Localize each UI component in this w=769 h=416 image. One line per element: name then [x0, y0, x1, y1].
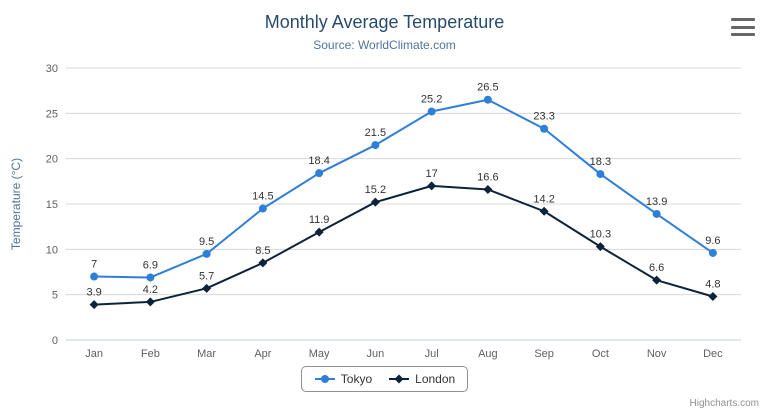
svg-text:Oct: Oct: [592, 348, 609, 360]
svg-text:7: 7: [91, 259, 97, 271]
svg-text:Sep: Sep: [534, 348, 554, 360]
svg-text:9.6: 9.6: [705, 235, 720, 247]
chart-title: Monthly Average Temperature: [264, 12, 505, 32]
svg-text:15.2: 15.2: [365, 184, 386, 196]
legend-label-tokyo: Tokyo: [340, 372, 373, 386]
chart-subtitle: Source: WorldClimate.com: [313, 38, 456, 52]
svg-text:Apr: Apr: [254, 348, 271, 360]
svg-text:10.3: 10.3: [590, 229, 611, 241]
svg-text:4.8: 4.8: [705, 278, 720, 290]
svg-text:23.3: 23.3: [533, 111, 554, 123]
legend-label-london: London: [415, 372, 456, 386]
svg-text:21.5: 21.5: [365, 127, 386, 139]
hamburger-icon: [731, 25, 755, 29]
svg-text:10: 10: [46, 244, 58, 256]
svg-text:25: 25: [46, 108, 58, 120]
svg-text:3.9: 3.9: [86, 287, 101, 299]
svg-text:Feb: Feb: [141, 348, 160, 360]
svg-text:Dec: Dec: [703, 348, 723, 360]
svg-text:Aug: Aug: [478, 348, 498, 360]
svg-text:14.5: 14.5: [252, 191, 273, 203]
svg-text:11.9: 11.9: [309, 214, 330, 226]
svg-text:9.5: 9.5: [199, 236, 214, 248]
svg-text:18.4: 18.4: [308, 155, 329, 167]
hamburger-icon: [731, 18, 755, 21]
svg-text:Mar: Mar: [197, 348, 216, 360]
svg-text:0: 0: [52, 335, 58, 347]
legend: Tokyo London: [0, 366, 769, 392]
tokyo-series-marker-icon: [314, 375, 335, 383]
svg-text:14.2: 14.2: [533, 193, 554, 205]
svg-text:Jun: Jun: [367, 348, 385, 360]
svg-text:26.5: 26.5: [477, 82, 498, 94]
svg-text:18.3: 18.3: [590, 156, 611, 168]
svg-text:Jul: Jul: [425, 348, 439, 360]
svg-text:20: 20: [46, 154, 58, 166]
svg-text:17: 17: [426, 168, 438, 180]
svg-text:15: 15: [46, 199, 58, 211]
hamburger-icon: [731, 33, 755, 36]
svg-text:8.5: 8.5: [255, 245, 270, 257]
legend-item-tokyo[interactable]: Tokyo: [314, 372, 372, 386]
svg-text:30: 30: [46, 63, 58, 75]
svg-text:Nov: Nov: [647, 348, 667, 360]
svg-text:6.9: 6.9: [143, 259, 158, 271]
svg-text:Temperature (°C): Temperature (°C): [9, 158, 23, 250]
svg-text:5.7: 5.7: [199, 270, 214, 282]
svg-text:13.9: 13.9: [646, 196, 667, 208]
highcharts-credits-link[interactable]: Highcharts.com: [689, 398, 759, 409]
legend-box: Tokyo London: [300, 366, 469, 392]
plot-area: 0 5 10 15 20 25 30 Jan Feb Mar Apr May Jun Jul Aug Sep O…: [9, 63, 741, 360]
svg-text:May: May: [309, 348, 330, 360]
london-series-marker-icon: [389, 374, 410, 384]
legend-item-london[interactable]: London: [388, 372, 455, 386]
export-menu-button[interactable]: [729, 16, 757, 38]
svg-text:4.2: 4.2: [143, 284, 158, 296]
svg-text:Jan: Jan: [85, 348, 103, 360]
svg-text:6.6: 6.6: [649, 262, 664, 274]
svg-text:5: 5: [52, 290, 58, 302]
svg-text:25.2: 25.2: [421, 94, 442, 106]
svg-text:16.6: 16.6: [477, 171, 498, 183]
